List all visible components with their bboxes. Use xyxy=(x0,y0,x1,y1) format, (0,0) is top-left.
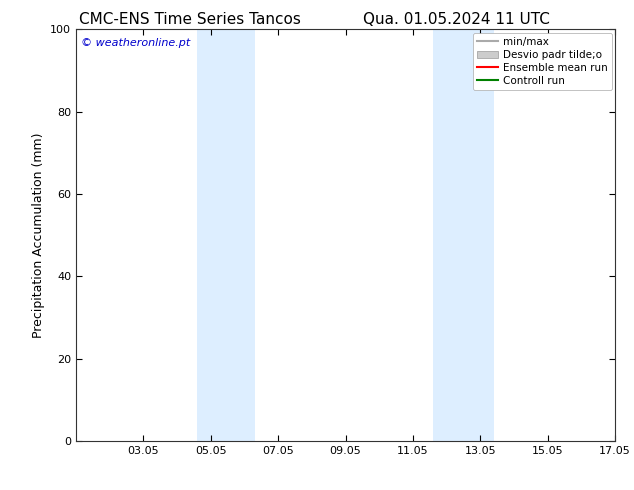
Text: Qua. 01.05.2024 11 UTC: Qua. 01.05.2024 11 UTC xyxy=(363,12,550,27)
Bar xyxy=(197,29,255,441)
Y-axis label: Precipitation Accumulation (mm): Precipitation Accumulation (mm) xyxy=(32,132,44,338)
Text: CMC-ENS Time Series Tancos: CMC-ENS Time Series Tancos xyxy=(79,12,301,27)
Bar xyxy=(433,29,494,441)
Legend: min/max, Desvio padr tilde;o, Ensemble mean run, Controll run: min/max, Desvio padr tilde;o, Ensemble m… xyxy=(473,32,612,90)
Text: © weatheronline.pt: © weatheronline.pt xyxy=(81,38,191,48)
